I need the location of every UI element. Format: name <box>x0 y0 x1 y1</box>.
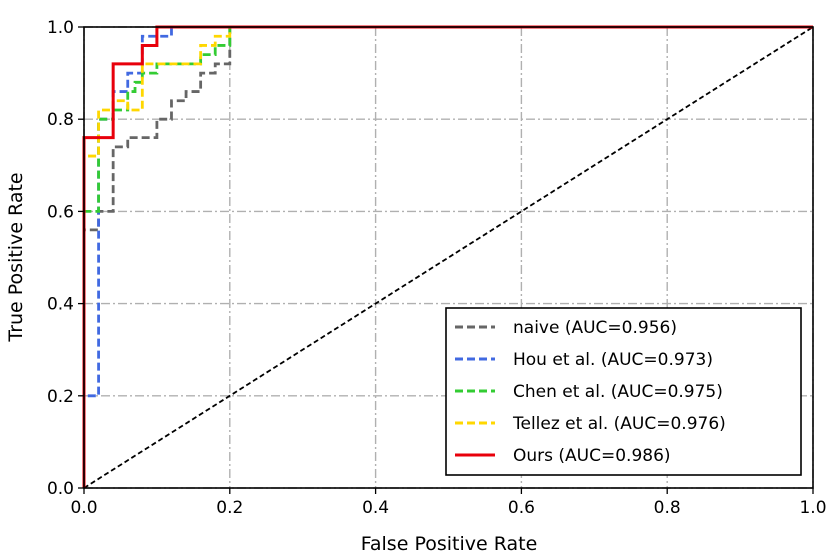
roc-line-tellez-et-al <box>82 25 813 488</box>
roc-line-ours <box>82 25 813 488</box>
y-tick-label: 0.8 <box>47 110 74 130</box>
legend-label-chen-et-al: Chen et al. (AUC=0.975) <box>513 382 723 402</box>
y-tick-label: 0.4 <box>47 295 74 315</box>
legend-label-naive: naive (AUC=0.956) <box>513 318 677 338</box>
y-axis-label: True Positive Rate <box>5 172 27 342</box>
x-tick-label: 0.0 <box>70 498 97 518</box>
x-tick-label: 0.2 <box>216 498 243 518</box>
legend-label-tellez-et-al: Tellez et al. (AUC=0.976) <box>512 414 726 434</box>
series-layer <box>82 25 813 488</box>
plot-frame <box>83 26 814 489</box>
y-tick-label: 1.0 <box>47 18 74 38</box>
legend-label-hou-et-al: Hou et al. (AUC=0.973) <box>513 350 713 370</box>
legend-label-ours: Ours (AUC=0.986) <box>513 446 671 466</box>
x-tick-label: 1.0 <box>799 498 826 518</box>
legend: naive (AUC=0.956) Hou et al. (AUC=0.973) C… <box>445 307 802 476</box>
y-tick-label: 0.0 <box>47 479 74 499</box>
axis-ticks: 0.0 0.2 0.4 0.6 0.8 1.0 0.0 0.2 0.4 0.6 0.8 1.0 <box>47 18 827 518</box>
x-tick-label: 0.6 <box>508 498 535 518</box>
y-tick-label: 0.2 <box>47 387 74 407</box>
legend-box <box>445 307 802 476</box>
x-axis-label: False Positive Rate <box>361 533 538 555</box>
y-tick-label: 0.6 <box>47 202 74 222</box>
roc-line-naive <box>82 25 813 488</box>
x-tick-label: 0.4 <box>362 498 389 518</box>
x-tick-label: 0.8 <box>654 498 681 518</box>
